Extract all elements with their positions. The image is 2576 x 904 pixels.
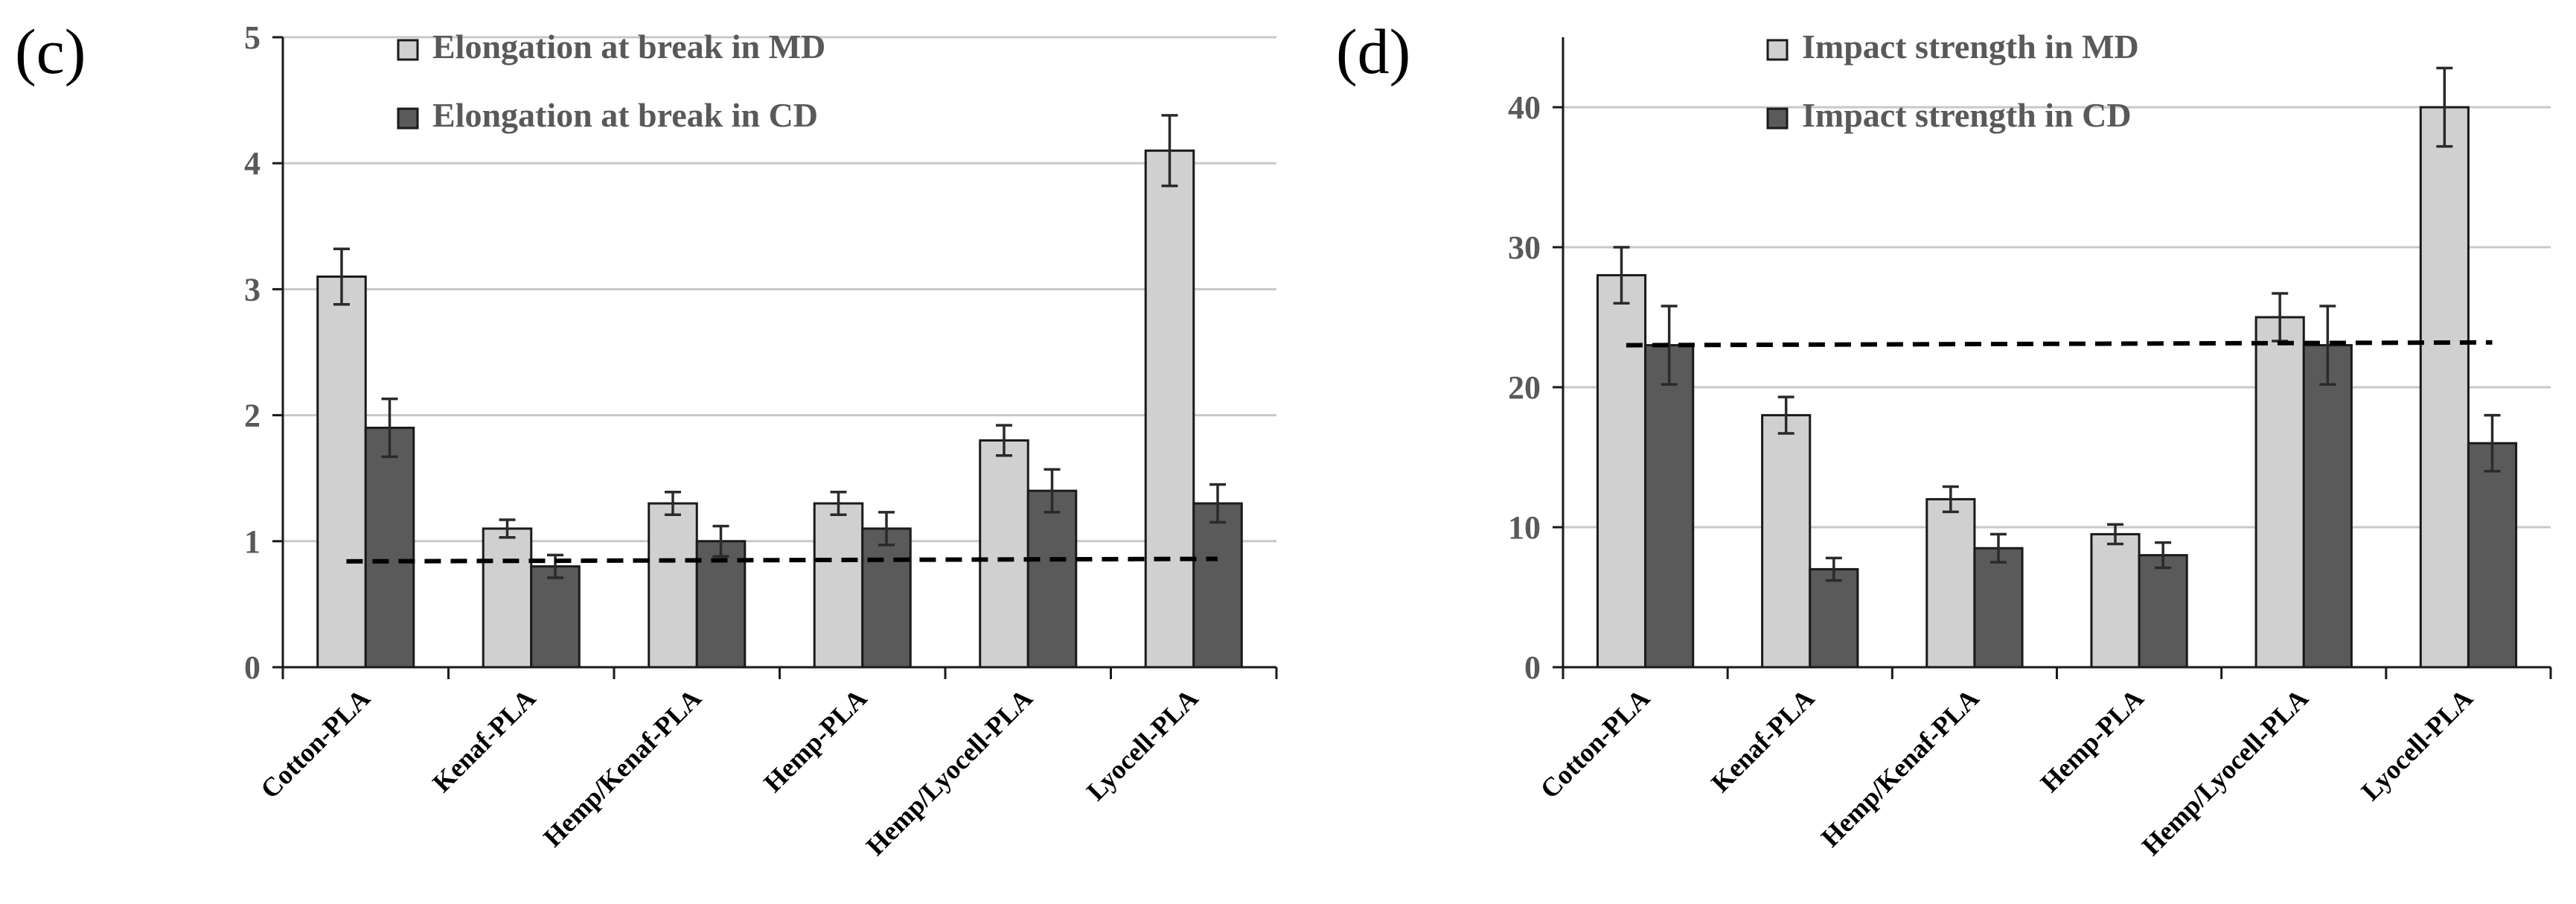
x-tick-label: Hemp/Lyocell-PLA [2136,683,2314,861]
bar-cd-lyocell-pla [2467,442,2518,669]
x-tick-label: Hemp-PLA [758,683,872,798]
bar-cd-cotton-pla [364,427,415,669]
bar-cd-kenaf-pla [1809,567,1859,669]
legend-label-cd: Elongation at break in CD [432,96,818,134]
bar-md-lyocell-pla [1144,149,1195,669]
bar-cd-lyocell-pla [1192,502,1243,669]
bar-md-kenaf-pla [1761,414,1812,669]
bar-md-hemp-pla [813,502,864,669]
chart-c: (c) 0 1 2 3 4 5 Cotton-PLA Kenaf-PLAHemp/Kenaf-P… [15,16,1278,861]
y-tick-label: 4 [244,145,261,182]
x-tick-label: Kenaf-PLA [426,683,541,798]
y-tick-label: 1 [244,523,261,560]
bar-cd-kenaf-pla [530,565,581,669]
x-tick-label: Hemp/Kenaf-PLA [537,683,707,853]
bar-md-kenaf-pla [482,527,533,669]
x-tick-label: Hemp/Lyocell-PLA [860,683,1038,861]
bar-cd-hemp-pla [861,527,912,669]
x-tick-label: Kenaf-PLA [1705,683,1820,798]
bar-cd-hemp-kenaf-pla [1973,547,2024,669]
y-tick-label: 0 [244,649,261,686]
x-tick-label: Cotton-PLA [255,683,376,804]
bar-md-hemp-kenaf-pla [648,502,698,669]
legend-label-cd: Impact strength in CD [1802,96,2132,134]
bar-cd-cotton-pla [1644,344,1695,669]
legend-swatch-cd [397,107,419,130]
legend-swatch-cd [1766,107,1789,130]
legend-swatch-md [1766,39,1789,61]
bar-cd-hemp-pla [2138,554,2188,669]
bar-cd-hemp-lyocell-pla [1026,489,1078,669]
bar-md-hemp-lyocell-pla [2254,316,2305,669]
panel-label: (d) [1336,16,1410,87]
chart-d: (d) 0 10 20 30 40 Cotton-PLA Kenaf-PLAHemp/Kena… [1336,16,2552,861]
bar-cd-hemp-lyocell-pla [2302,344,2353,669]
y-tick-label: 5 [244,19,261,56]
y-tick-label: 30 [1508,229,1541,266]
x-tick-label: Lyocell-PLA [2356,683,2478,806]
x-tick-label: Hemp-PLA [2035,683,2150,798]
x-tick-label: Hemp/Kenaf-PLA [1815,683,1985,853]
y-tick-label: 3 [244,271,261,308]
bar-md-hemp-pla [2090,532,2141,669]
legend-label-md: Elongation at break in MD [432,28,825,66]
y-tick-label: 0 [1524,649,1541,686]
legend-label-md: Impact strength in MD [1802,28,2139,66]
reference-line [346,556,1218,564]
y-tick-label: 40 [1508,89,1541,126]
bar-md-lyocell-pla [2419,106,2470,669]
bar-md-cotton-pla [316,275,367,669]
bar-md-hemp-lyocell-pla [979,439,1029,669]
x-tick-label: Lyocell-PLA [1081,683,1204,806]
x-tick-label: Cotton-PLA [1535,683,1656,804]
reference-line [1626,340,2493,348]
bar-md-hemp-kenaf-pla [1925,497,1976,669]
y-tick-label: 2 [244,398,261,434]
bar-md-cotton-pla [1596,274,1647,669]
y-tick-label: 10 [1508,509,1541,546]
panel-label: (c) [15,16,86,87]
y-tick-label: 20 [1508,369,1541,406]
legend-swatch-md [397,39,419,61]
